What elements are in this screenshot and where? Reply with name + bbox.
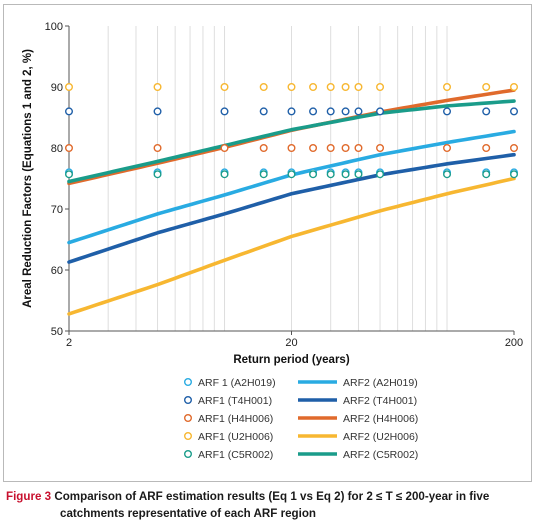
legend-label: ARF1 (H4H006): [198, 413, 273, 425]
data-point: [259, 107, 268, 116]
data-point: [510, 170, 519, 179]
data-point: [309, 143, 318, 152]
data-point: [341, 107, 350, 116]
data-point: [64, 170, 73, 179]
legend-label: ARF2 (C5R002): [343, 449, 418, 461]
data-point: [220, 82, 229, 91]
legend-marker: [183, 450, 192, 459]
data-point: [220, 107, 229, 116]
y-tick-label: 80: [51, 143, 63, 155]
data-point: [309, 107, 318, 116]
data-point: [326, 143, 335, 152]
data-point: [443, 82, 452, 91]
data-point: [64, 82, 73, 91]
legend-label: ARF2 (U2H006): [343, 431, 418, 443]
data-point: [510, 107, 519, 116]
arf-comparison-chart: 50 60 70 80 90 100 2 20 200 Return period (years)…: [22, 21, 523, 461]
y-tick-label: 50: [51, 326, 63, 338]
data-point: [153, 82, 162, 91]
data-point: [153, 143, 162, 152]
data-point: [287, 143, 296, 152]
data-point: [341, 170, 350, 179]
legend-label: ARF1 (U2H006): [198, 431, 273, 443]
data-point: [259, 82, 268, 91]
data-point: [64, 143, 73, 152]
legend-marker: [183, 396, 192, 405]
data-point: [376, 82, 385, 91]
data-point: [326, 107, 335, 116]
data-point: [482, 143, 491, 152]
data-point: [510, 143, 519, 152]
data-point: [482, 107, 491, 116]
data-point: [153, 170, 162, 179]
data-point: [259, 170, 268, 179]
data-point: [354, 107, 363, 116]
data-point: [354, 82, 363, 91]
series-line: [67, 99, 516, 184]
legend-marker: [183, 414, 192, 423]
legend-label: ARF2 (A2H019): [343, 377, 418, 389]
data-point: [287, 82, 296, 91]
data-point: [326, 170, 335, 179]
y-tick-label: 70: [51, 204, 63, 216]
data-point: [341, 82, 350, 91]
data-point: [259, 143, 268, 152]
legend-marker: [183, 378, 192, 387]
data-point: [443, 170, 452, 179]
data-point: [341, 143, 350, 152]
y-tick-label: 100: [45, 21, 63, 33]
data-point: [443, 107, 452, 116]
data-point: [220, 143, 229, 152]
legend-label: ARF 1 (A2H019): [198, 377, 276, 389]
figure-caption: Figure 3 Comparison of ARF estimation re…: [6, 488, 531, 522]
data-point: [376, 143, 385, 152]
data-point: [220, 170, 229, 179]
legend-marker: [183, 432, 192, 441]
legend-label: ARF1 (C5R002): [198, 449, 273, 461]
caption-line-1: Comparison of ARF estimation results (Eq…: [54, 490, 490, 503]
data-point: [443, 143, 452, 152]
data-point: [309, 82, 318, 91]
data-point: [153, 107, 162, 116]
data-point: [354, 170, 363, 179]
data-point: [309, 170, 318, 179]
legend-label: ARF2 (T4H001): [343, 395, 417, 407]
data-point: [326, 82, 335, 91]
data-point: [510, 82, 519, 91]
series-line: [67, 176, 516, 316]
data-point: [287, 107, 296, 116]
legend-label: ARF1 (T4H001): [198, 395, 272, 407]
caption-line-2: catchments representative of each ARF re…: [60, 507, 316, 520]
x-axis-title: Return period (years): [233, 354, 349, 366]
data-point: [376, 170, 385, 179]
y-tick-label: 60: [51, 265, 63, 277]
x-tick-label: 200: [505, 337, 523, 349]
x-tick-label: 20: [285, 337, 297, 349]
figure-frame: [3, 4, 532, 482]
data-point: [287, 170, 296, 179]
y-axis-title: Areal Reduction Factors (Equations 1 and…: [22, 49, 34, 308]
data-point: [376, 107, 385, 116]
data-point: [354, 143, 363, 152]
series-line: [67, 152, 516, 264]
caption-label: Figure 3: [6, 490, 52, 503]
x-tick-label: 2: [66, 337, 72, 349]
y-tick-label: 90: [51, 82, 63, 94]
data-point: [482, 82, 491, 91]
data-point: [482, 170, 491, 179]
data-point: [64, 107, 73, 116]
legend-label: ARF2 (H4H006): [343, 413, 418, 425]
